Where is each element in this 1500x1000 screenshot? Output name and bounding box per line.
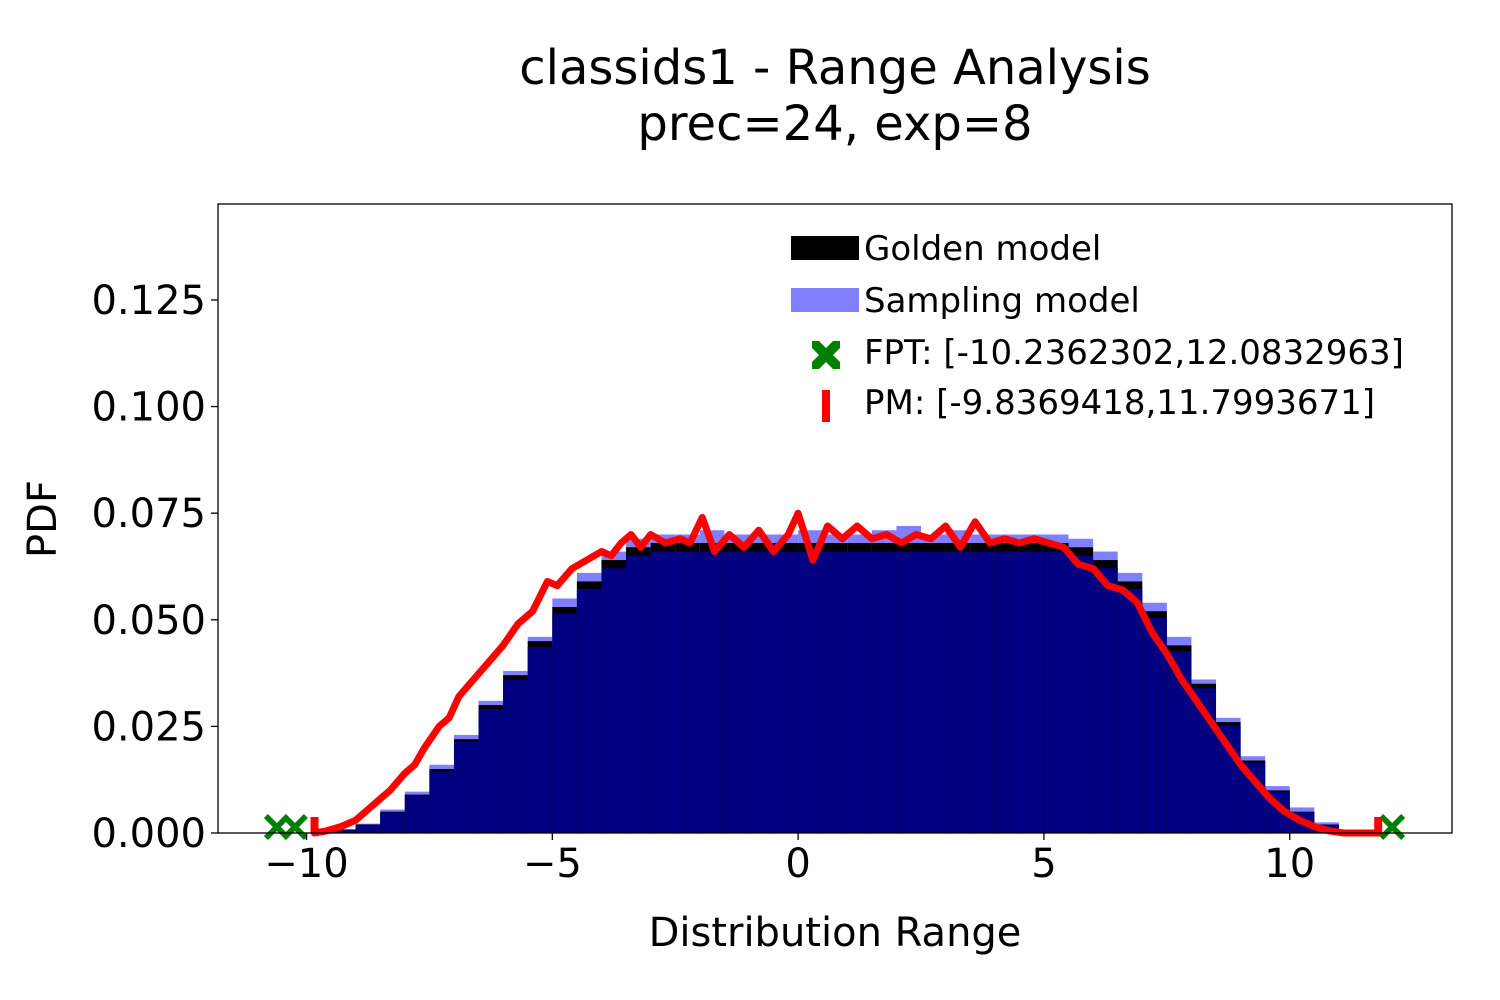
x-tick-label: 10 — [1264, 841, 1315, 887]
overlap-bar — [1117, 588, 1143, 833]
plot-frame — [217, 203, 1453, 834]
overlap-bar — [626, 555, 651, 833]
x-tick-label: 0 — [785, 841, 810, 887]
overlap-bar — [871, 551, 897, 833]
overlap-bar — [699, 551, 725, 833]
overlap-bar — [945, 551, 971, 833]
chart-subtitle: prec=24, exp=8 — [637, 96, 1032, 152]
legend-label-pm: PM: [-9.8369418,11.7993671] — [864, 383, 1375, 423]
overlap-bar — [748, 551, 774, 833]
histogram-bars — [331, 525, 1364, 833]
overlap-bar — [503, 679, 528, 833]
overlap-bar — [601, 568, 627, 833]
overlap-bar — [798, 551, 823, 833]
pm-marker — [310, 817, 319, 833]
overlap-bar — [429, 770, 454, 833]
x-axis-label: Distribution Range — [649, 910, 1022, 956]
legend-swatch-golden — [791, 236, 859, 260]
x-tick-label: 5 — [1031, 841, 1056, 887]
legend-label-sampling: Sampling model — [864, 281, 1140, 321]
overlap-bar — [331, 829, 356, 833]
overlap-bar — [847, 551, 872, 833]
overlap-bar — [650, 551, 676, 833]
legend-marker-pm — [822, 390, 830, 422]
curve-layer — [310, 509, 1382, 837]
x-tick-label: −5 — [523, 841, 582, 887]
overlap-bar — [355, 824, 381, 833]
chart-title: classids1 - Range Analysis — [519, 40, 1151, 96]
overlap-bar — [921, 551, 946, 833]
overlap-bar — [970, 551, 995, 833]
x-tick-label: −10 — [264, 841, 348, 887]
overlap-bar — [552, 613, 577, 833]
legend-label-fpt: FPT: [-10.2362302,12.0832963] — [864, 333, 1404, 373]
overlap-bar — [994, 551, 1020, 833]
overlap-bar — [675, 551, 700, 833]
overlap-bar — [896, 551, 922, 833]
y-tick-label: 0.000 — [91, 811, 206, 857]
overlap-bar — [380, 812, 405, 833]
overlap-bar — [453, 741, 479, 833]
overlap-bar — [822, 551, 848, 833]
y-tick-label: 0.025 — [91, 704, 206, 750]
y-tick-label: 0.100 — [91, 385, 206, 431]
legend-marker-fpt — [812, 341, 840, 369]
overlap-bar — [1019, 551, 1044, 833]
y-axis-label: PDF — [20, 480, 66, 558]
overlap-bar — [773, 551, 799, 833]
overlap-bar — [478, 708, 504, 833]
pm-marker — [1374, 817, 1383, 833]
y-tick-label: 0.075 — [91, 491, 206, 537]
legend: Golden model Sampling model FPT: [-10.23… — [791, 229, 1404, 423]
legend-swatch-sampling — [791, 288, 859, 312]
overlap-bar — [576, 588, 602, 833]
fpt-marker — [263, 814, 290, 840]
overlap-bar — [404, 795, 430, 833]
overlap-bar — [1043, 551, 1069, 833]
overlap-bar — [724, 551, 749, 833]
legend-label-golden: Golden model — [864, 229, 1101, 269]
y-tick-label: 0.125 — [91, 278, 206, 324]
overlap-bar — [1093, 568, 1118, 833]
overlap-bar — [527, 646, 553, 833]
y-axis: 0.000 0.025 0.050 0.075 0.100 0.125 — [91, 278, 218, 857]
y-tick-label: 0.050 — [91, 598, 206, 644]
overlap-bar — [1068, 555, 1094, 833]
density-curve — [310, 509, 1382, 837]
x-axis: −10 −5 0 5 10 — [264, 833, 1315, 887]
